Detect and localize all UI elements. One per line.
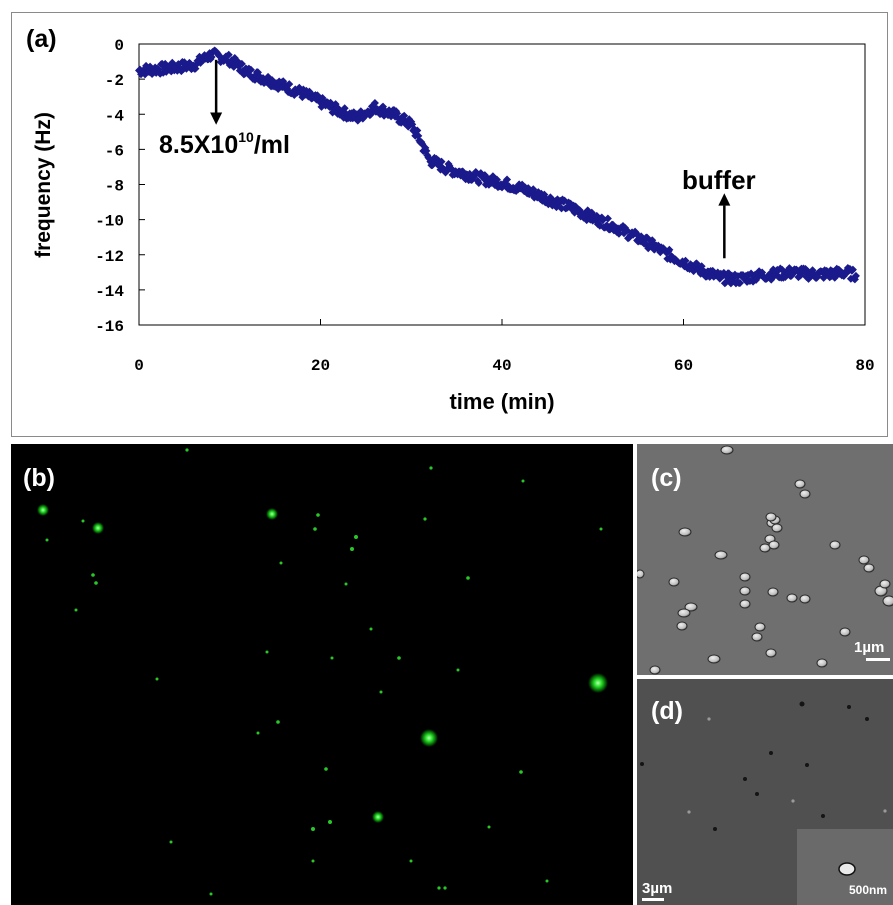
data-point bbox=[136, 65, 145, 74]
data-point bbox=[773, 265, 782, 274]
data-point bbox=[681, 256, 690, 265]
data-point bbox=[505, 182, 514, 191]
data-point bbox=[474, 179, 483, 188]
sem-image-panel-d: (d) 3µm 500nm bbox=[637, 679, 893, 905]
y-tick-label: -6 bbox=[105, 142, 124, 160]
y-tick-label: -12 bbox=[95, 248, 124, 266]
x-axis-label: time (min) bbox=[449, 389, 554, 414]
chart-panel-a: (a) 0 -2 -4 -6 -8 -10 -12 -14 -16 0 20 40 60 80 8.5X… bbox=[11, 12, 888, 437]
data-point bbox=[851, 271, 860, 280]
x-tick-label: 80 bbox=[855, 357, 874, 375]
x-tick-label: 60 bbox=[674, 357, 693, 375]
frequency-chart: 0 -2 -4 -6 -8 -10 -12 -14 -16 0 20 40 60 80 8.5X1010… bbox=[32, 37, 875, 414]
data-point bbox=[285, 80, 294, 89]
y-tick-label: -16 bbox=[95, 318, 124, 336]
data-point bbox=[400, 111, 409, 120]
data-point bbox=[603, 214, 612, 223]
data-point bbox=[167, 67, 176, 76]
data-point bbox=[735, 278, 744, 287]
data-point bbox=[557, 204, 566, 213]
y-tick-label: -2 bbox=[105, 72, 124, 90]
sem-image-c bbox=[637, 445, 893, 675]
x-tick-label: 0 bbox=[134, 357, 144, 375]
scale-label-c: 1µm bbox=[854, 639, 885, 656]
scale-label-d: 3µm bbox=[642, 880, 673, 897]
x-tick-label: 40 bbox=[492, 357, 511, 375]
panel-label-b: (b) bbox=[23, 464, 55, 492]
data-point bbox=[437, 157, 446, 166]
scale-bar-c bbox=[866, 658, 890, 661]
y-axis-label: frequency (Hz) bbox=[32, 112, 55, 258]
data-point bbox=[246, 65, 255, 74]
data-point bbox=[370, 99, 379, 108]
y-tick-label: -4 bbox=[105, 107, 125, 125]
data-point bbox=[340, 104, 349, 113]
buffer-annotation: buffer bbox=[682, 165, 756, 195]
panel-label-d: (d) bbox=[651, 697, 683, 725]
concentration-annotation: 8.5X1010/ml bbox=[159, 129, 290, 159]
data-point bbox=[191, 64, 200, 73]
inset-scale-label: 500nm bbox=[849, 883, 888, 897]
y-tick-label: -10 bbox=[95, 213, 124, 231]
data-point bbox=[848, 265, 857, 274]
y-tick-label: -14 bbox=[95, 283, 124, 301]
y-tick-label: -8 bbox=[105, 178, 124, 196]
fluorescence-image-panel-b: (b) bbox=[11, 444, 633, 905]
arrow-up-icon bbox=[718, 193, 731, 206]
data-point bbox=[237, 59, 246, 68]
scale-bar-d bbox=[642, 898, 664, 901]
panel-label-a: (a) bbox=[26, 25, 57, 53]
sem-image-panel-c: (c) 1µm bbox=[637, 444, 893, 675]
data-point bbox=[224, 50, 233, 59]
fluorescence-image bbox=[37, 448, 608, 896]
sem-image-d bbox=[640, 701, 893, 905]
data-point bbox=[186, 59, 195, 68]
data-point bbox=[665, 245, 674, 254]
data-point bbox=[503, 175, 512, 184]
arrow-down-icon bbox=[210, 112, 223, 125]
panel-label-c: (c) bbox=[651, 464, 682, 492]
y-tick-label: 0 bbox=[114, 37, 124, 55]
data-point bbox=[180, 58, 189, 67]
data-point bbox=[413, 126, 422, 135]
x-tick-label: 20 bbox=[311, 357, 330, 375]
data-point bbox=[614, 229, 623, 238]
